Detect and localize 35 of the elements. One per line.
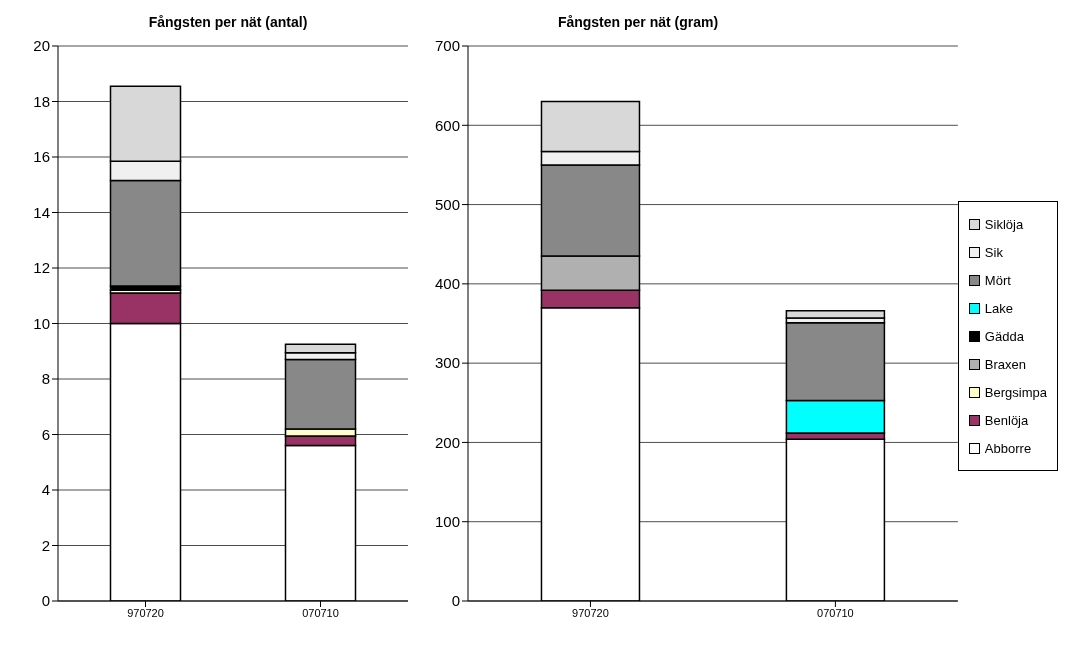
y-tick-label: 300 [434, 354, 460, 372]
legend-label: Gädda [984, 328, 1024, 344]
y-tick-label: 200 [434, 433, 460, 451]
y-tick-label: 100 [434, 513, 460, 531]
chart-title: Fångsten per nät (antal) [147, 13, 309, 32]
x-tick-label: 970720 [127, 606, 164, 619]
legend-label: Sik [984, 244, 1003, 260]
legend-label: Siklöja [984, 216, 1024, 232]
y-tick-label: 12 [33, 259, 50, 277]
legend-label: Bergsimpa [984, 384, 1047, 400]
y-tick-label: 16 [33, 148, 50, 166]
y-tick-label: 4 [41, 481, 50, 499]
legend-label: Mört [984, 272, 1011, 288]
legend-label: Braxen [984, 356, 1027, 372]
y-tick-label: 500 [434, 195, 460, 213]
y-tick-label: 700 [434, 37, 460, 55]
legend-label: Abborre [984, 440, 1032, 456]
y-tick-label: 6 [41, 425, 50, 443]
y-tick-label: 2 [41, 536, 50, 554]
legend-label: Benlöja [984, 412, 1029, 428]
y-tick-label: 10 [33, 314, 50, 332]
chart-title: Fångsten per nät (gram) [556, 13, 720, 32]
y-tick-label: 18 [33, 92, 50, 110]
y-tick-label: 0 [451, 592, 460, 610]
x-tick-label: 070710 [817, 606, 854, 619]
x-tick-label: 070710 [302, 606, 339, 619]
legend-label: Lake [984, 300, 1014, 316]
y-tick-label: 400 [434, 275, 460, 293]
y-tick-label: 20 [33, 37, 50, 55]
y-tick-label: 8 [41, 370, 50, 388]
y-tick-label: 0 [41, 592, 50, 610]
y-tick-label: 14 [33, 203, 50, 221]
y-tick-label: 600 [434, 116, 460, 134]
bar [785, 310, 886, 319]
x-tick-label: 970720 [572, 606, 609, 619]
